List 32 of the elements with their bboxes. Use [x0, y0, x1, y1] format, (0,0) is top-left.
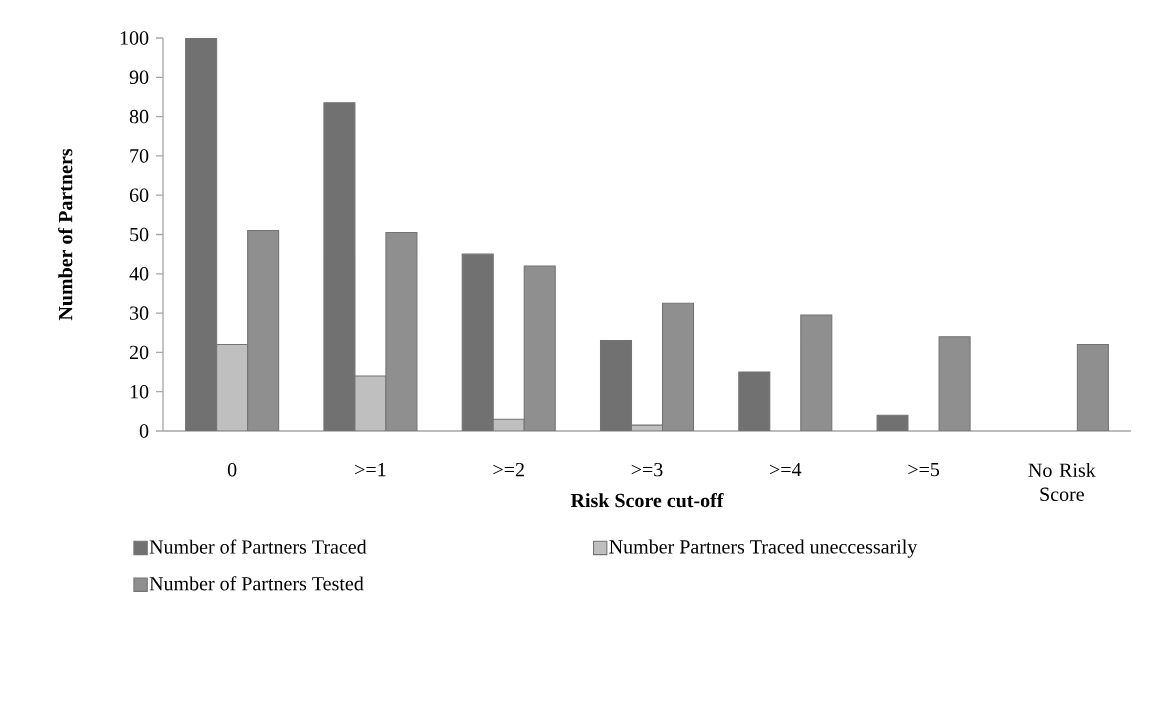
y-tick-label: 90	[129, 70, 149, 85]
x-tick-label: No Risk Score	[1028, 462, 1096, 501]
y-tick-label: 40	[129, 267, 149, 281]
y-tick-label: 10	[130, 384, 149, 399]
y-tick-label: 50	[130, 227, 149, 242]
y-tick-label: 20	[129, 345, 149, 360]
bar	[876, 414, 909, 431]
legend-label: Number of Partners Tested	[149, 576, 364, 591]
x-tick-label: >=5	[908, 462, 940, 477]
bar	[523, 265, 556, 431]
bar	[661, 302, 695, 431]
x-tick-label: >=2	[493, 462, 524, 477]
bar	[738, 371, 771, 431]
x-tick-label: >=4	[770, 462, 802, 477]
x-tick-label: >=1	[355, 462, 386, 477]
x-tick-label: 0	[227, 462, 237, 477]
legend-label: Number of Partners Traced	[149, 539, 367, 554]
bar	[938, 336, 971, 431]
y-tick-label: 70	[130, 149, 149, 163]
bar	[247, 230, 280, 431]
y-axis-title: Number of Partners	[58, 148, 73, 321]
x-tick-label: >=3	[631, 462, 663, 477]
y-tick-label: 100	[120, 31, 149, 45]
bar	[385, 231, 418, 431]
y-tick-label: 30	[130, 306, 149, 320]
x-axis-title: Risk Score cut-off	[570, 493, 724, 508]
y-tick-label: 60	[129, 188, 149, 202]
y-tick-label: 0	[139, 424, 149, 438]
legend-label: Number Partners Traced uneccessarily	[609, 539, 918, 558]
y-tick-label: 80	[129, 109, 149, 124]
bar	[800, 314, 833, 431]
bar	[1076, 344, 1109, 431]
